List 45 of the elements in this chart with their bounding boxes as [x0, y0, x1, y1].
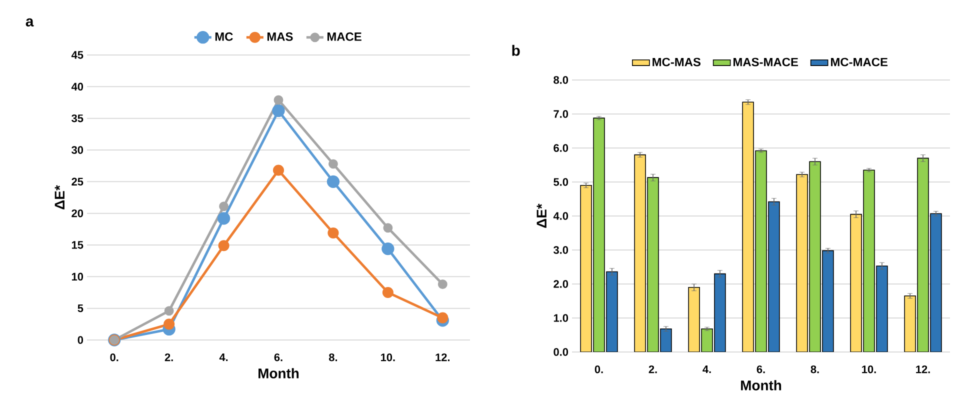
- y-tick-label: 35: [72, 114, 84, 122]
- x-tick-label: 2.: [648, 365, 657, 374]
- legend-label: MAS: [267, 32, 293, 41]
- y-tick-label: 2.0: [554, 280, 568, 288]
- x-tick-label: 10.: [381, 353, 395, 362]
- x-tick-label: 8.: [328, 353, 338, 362]
- y-tick-label: 5.0: [554, 178, 568, 186]
- x-tick-label: 0.: [110, 353, 118, 362]
- x-tick-label: 4.: [702, 365, 711, 374]
- y-tick-label: 10: [72, 272, 84, 281]
- y-tick-label: 7.0: [554, 110, 568, 118]
- y-tick-label: 5: [78, 304, 84, 312]
- legend-label: MC-MAS: [652, 58, 700, 66]
- y-tick-label: 6.0: [554, 144, 568, 152]
- chart-title: b: [512, 44, 520, 56]
- legend-label: MAS-MACE: [734, 58, 798, 66]
- y-tick-label: 0.0: [554, 348, 568, 356]
- y-tick-label: 8.0: [554, 76, 568, 84]
- x-tick-label: 2.: [164, 353, 173, 362]
- y-tick-label: 30: [72, 146, 84, 154]
- x-tick-label: 4.: [219, 353, 228, 362]
- y-tick-label: 0: [78, 336, 84, 344]
- chart-title: a: [26, 18, 34, 27]
- y-tick-label: 15: [72, 241, 84, 249]
- legend-label: MC-MACE: [831, 58, 888, 66]
- y-tick-label: 45: [71, 51, 84, 59]
- x-tick-label: 10.: [862, 365, 876, 374]
- x-tick-label: 12.: [436, 353, 450, 362]
- y-axis-title: ΔE*: [536, 204, 546, 228]
- y-axis-title: ΔE*: [54, 185, 64, 210]
- x-tick-label: 12.: [916, 365, 930, 374]
- y-tick-label: 3.0: [554, 246, 568, 254]
- x-axis-title: Month: [741, 380, 782, 390]
- y-tick-label: 4.0: [553, 212, 568, 220]
- legend-label: MC: [215, 32, 233, 41]
- x-tick-label: 6.: [756, 365, 765, 374]
- y-tick-label: 20: [72, 209, 84, 218]
- x-tick-label: 8.: [810, 365, 819, 374]
- x-tick-label: 0.: [594, 365, 603, 374]
- x-axis-title: Month: [258, 368, 299, 378]
- y-tick-label: 25: [72, 178, 84, 186]
- y-tick-label: 1.0: [554, 314, 568, 322]
- y-tick-label: 40: [71, 82, 84, 91]
- legend-label: MACE: [327, 32, 362, 41]
- x-tick-label: 6.: [274, 353, 282, 362]
